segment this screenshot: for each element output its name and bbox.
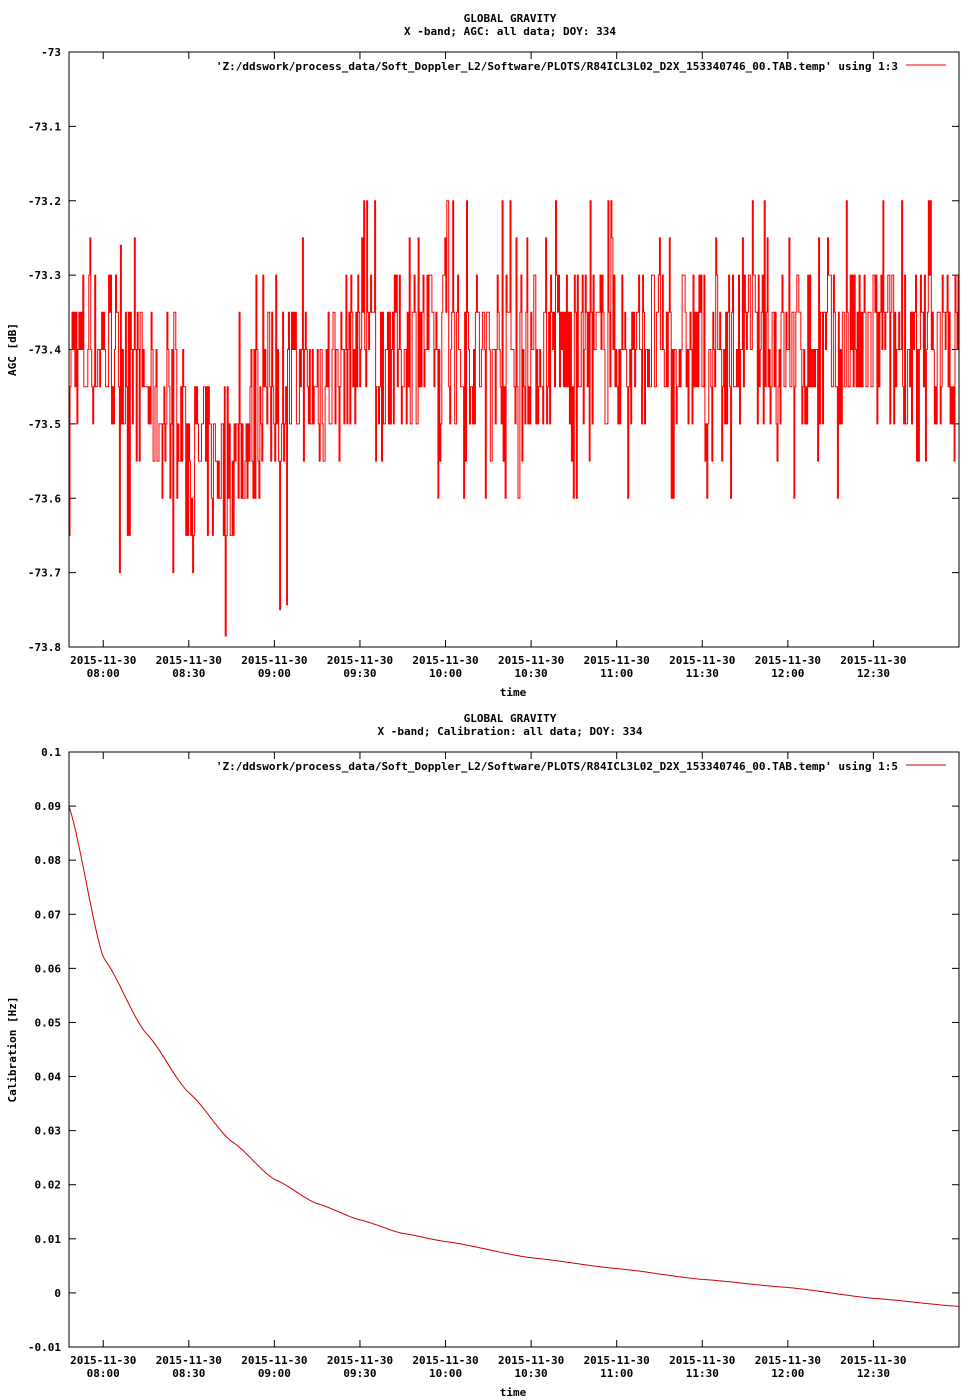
y-tick-label: -73.7 [28,567,61,580]
x-tick-time: 10:30 [515,667,548,680]
x-tick-time: 11:00 [600,1367,633,1380]
y-tick-label: 0.05 [35,1016,62,1029]
y-tick-label: -73.5 [28,418,61,431]
x-tick-date: 2015-11-30 [669,654,735,667]
x-tick-date: 2015-11-30 [669,1354,735,1367]
y-tick-label: 0.09 [35,800,62,813]
y-tick-label: 0 [54,1287,61,1300]
x-tick-date: 2015-11-30 [498,1354,564,1367]
x-tick-date: 2015-11-30 [70,654,136,667]
y-tick-label: 0.08 [35,854,62,867]
plot-frame [68,751,960,1348]
x-tick-time: 10:00 [429,1367,462,1380]
x-tick-time: 08:00 [87,1367,120,1380]
x-tick-time: 10:00 [429,667,462,680]
x-tick-date: 2015-11-30 [755,1354,821,1367]
y-tick-label: 0.04 [35,1071,62,1084]
y-axis-label: Calibration [Hz] [6,997,19,1103]
x-tick-date: 2015-11-30 [840,1354,906,1367]
x-tick-date: 2015-11-30 [498,654,564,667]
x-tick-date: 2015-11-30 [327,1354,393,1367]
x-tick-date: 2015-11-30 [241,654,307,667]
y-tick-label: -73.1 [28,120,61,133]
x-tick-date: 2015-11-30 [584,654,650,667]
x-tick-time: 09:30 [343,667,376,680]
x-tick-time: 09:30 [343,1367,376,1380]
series-line-calibration [68,805,960,1307]
x-axis-label: time [500,686,527,699]
x-tick-date: 2015-11-30 [156,654,222,667]
x-tick-date: 2015-11-30 [584,1354,650,1367]
chart-subtitle: X -band; Calibration: all data; DOY: 334 [378,725,643,738]
plot-frame [68,51,960,648]
x-tick-time: 08:30 [172,667,205,680]
x-axis-label: time [500,1386,527,1399]
chart-title: GLOBAL GRAVITY [464,712,557,725]
y-tick-label: -73.3 [28,269,61,282]
x-tick-date: 2015-11-30 [327,654,393,667]
x-tick-time: 11:00 [600,667,633,680]
x-tick-time: 12:30 [857,667,890,680]
y-tick-label: -73.4 [28,344,61,357]
chart-subtitle: X -band; AGC: all data; DOY: 334 [404,25,616,38]
y-tick-label: 0.01 [35,1233,62,1246]
x-tick-time: 08:30 [172,1367,205,1380]
x-tick-time: 11:30 [686,1367,719,1380]
series-line-agc [68,200,960,637]
y-tick-label: 0.06 [35,962,62,975]
y-tick-label: -73.2 [28,195,61,208]
x-tick-date: 2015-11-30 [156,1354,222,1367]
y-tick-label: -73.8 [28,641,61,654]
y-tick-label: 0.03 [35,1125,62,1138]
legend-label: 'Z:/ddswork/process_data/Soft_Doppler_L2… [216,60,898,73]
x-tick-date: 2015-11-30 [241,1354,307,1367]
x-tick-time: 12:00 [771,1367,804,1380]
x-tick-time: 11:30 [686,667,719,680]
x-tick-time: 09:00 [258,1367,291,1380]
x-tick-date: 2015-11-30 [412,1354,478,1367]
y-tick-label: -73 [41,46,61,59]
y-tick-label: 0.02 [35,1179,62,1192]
x-tick-date: 2015-11-30 [840,654,906,667]
x-tick-time: 09:00 [258,667,291,680]
y-tick-label: 0.07 [35,908,62,921]
x-tick-time: 12:00 [771,667,804,680]
chart-title: GLOBAL GRAVITY [464,12,557,25]
legend-label: 'Z:/ddswork/process_data/Soft_Doppler_L2… [216,760,898,773]
x-tick-time: 10:30 [515,1367,548,1380]
y-tick-label: 0.1 [41,746,61,759]
x-tick-date: 2015-11-30 [412,654,478,667]
x-tick-time: 08:00 [87,667,120,680]
x-tick-date: 2015-11-30 [755,654,821,667]
y-tick-label: -0.01 [28,1341,61,1354]
x-tick-date: 2015-11-30 [70,1354,136,1367]
y-axis-label: AGC [dB] [6,323,19,376]
x-tick-time: 12:30 [857,1367,890,1380]
y-tick-label: -73.6 [28,492,61,505]
